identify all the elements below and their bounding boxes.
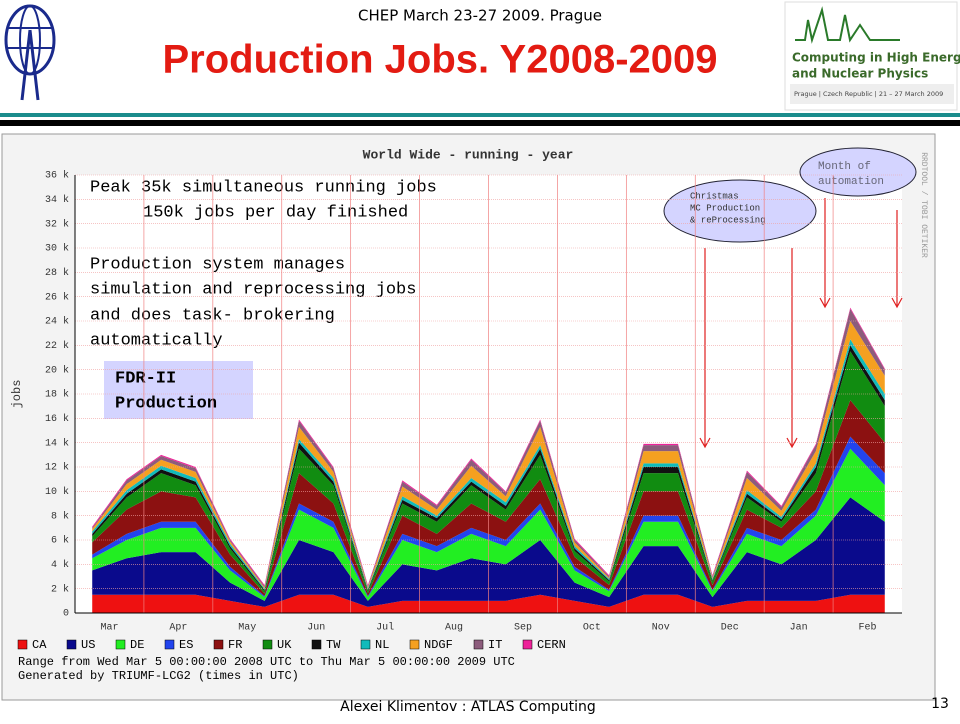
y-tick-label: 10 k	[45, 486, 69, 498]
legend-label: CA	[32, 638, 47, 652]
legend-swatch	[17, 639, 28, 650]
legend-label: CERN	[537, 638, 566, 652]
page-number: 13	[931, 696, 949, 712]
annotation: Christmas	[690, 191, 739, 201]
y-tick-label: 8 k	[51, 510, 69, 522]
header-rule	[0, 120, 960, 126]
y-tick-label: 14 k	[45, 437, 69, 449]
legend-swatch	[262, 639, 273, 650]
annotation: automation	[818, 176, 884, 188]
x-tick-label: Jun	[307, 623, 325, 634]
annotation: automatically	[90, 331, 223, 350]
legend-label: IT	[488, 638, 502, 652]
generated-text: Generated by TRIUMF-LCG2 (times in UTC)	[18, 669, 299, 683]
legend-label: NL	[375, 638, 389, 652]
x-tick-label: Dec	[721, 623, 739, 634]
y-tick-label: 26 k	[45, 291, 69, 303]
conference: CHEP March 23-27 2009. Prague	[358, 7, 602, 25]
range-text: Range from Wed Mar 5 00:00:00 2008 UTC t…	[18, 655, 515, 669]
chep-logo	[784, 1, 958, 111]
legend-swatch	[473, 639, 484, 650]
legend-swatch	[164, 639, 175, 650]
y-tick-label: 2 k	[51, 583, 69, 595]
y-tick-label: 12 k	[45, 462, 69, 474]
slide-title: Production Jobs. Y2008-2009	[162, 38, 717, 82]
y-tick-label: 4 k	[51, 559, 69, 571]
y-tick-label: 28 k	[45, 267, 69, 279]
annotation: FDR-II	[115, 369, 176, 388]
legend-label: UK	[277, 638, 292, 652]
logo-subtext: Prague | Czech Republic | 21 – 27 March …	[794, 90, 943, 98]
legend-swatch	[213, 639, 224, 650]
annotation: & reProcessing	[690, 215, 766, 225]
y-axis-label: jobs	[10, 380, 24, 409]
legend-label: NDGF	[424, 638, 453, 652]
x-tick-label: Aug	[445, 623, 463, 634]
y-tick-label: 22 k	[45, 340, 69, 352]
legend-label: FR	[228, 638, 242, 652]
y-tick-label: 18 k	[45, 389, 69, 401]
atlas-logo	[4, 4, 56, 101]
x-tick-label: Nov	[652, 623, 670, 634]
y-tick-label: 20 k	[45, 364, 69, 376]
area	[92, 497, 885, 607]
annotation: Peak 35k simultaneous running jobs	[90, 178, 437, 197]
legend-swatch	[66, 639, 77, 650]
x-tick-label: Feb	[859, 622, 877, 634]
x-tick-label: May	[238, 623, 256, 634]
legend-label: TW	[326, 638, 341, 652]
logo-text: Computing in High Energy	[792, 51, 960, 65]
footer: Alexei Klimentov : ATLAS Computing	[340, 699, 596, 715]
logo-text: and Nuclear Physics	[792, 67, 928, 81]
x-tick-label: Oct	[583, 623, 601, 634]
annotation: MC Production	[690, 203, 760, 213]
arrows	[699, 198, 903, 449]
chart-title: World Wide - running - year	[363, 147, 574, 162]
y-tick-label: 32 k	[45, 218, 69, 230]
annotation: and does task- brokering	[90, 306, 335, 325]
automation-bubble	[799, 147, 917, 197]
x-tick-label: Jan	[790, 623, 808, 634]
fdr-box	[104, 361, 253, 419]
y-tick-label: 30 k	[45, 243, 69, 255]
annotation: 150k jobs per day finished	[143, 203, 408, 222]
x-tick-label: Mar	[100, 623, 118, 634]
x-tick-label: Apr	[169, 623, 187, 634]
christmas-bubble	[663, 179, 817, 243]
y-tick-label: 16 k	[45, 413, 69, 425]
legend-swatch	[409, 639, 420, 650]
annotation: Month of	[818, 161, 871, 173]
legend-swatch	[360, 639, 371, 650]
y-tick-label: 6 k	[51, 535, 69, 547]
legend-swatch	[522, 639, 533, 650]
annotation: Production system manages	[90, 255, 345, 274]
legend-label: DE	[130, 638, 144, 652]
side-text: RRDTOOL / TOBI OETIKER	[919, 152, 928, 258]
legend-label: US	[81, 638, 95, 652]
y-tick-label: 24 k	[45, 316, 69, 328]
y-tick-label: 34 k	[45, 194, 69, 206]
x-tick-label: Jul	[376, 622, 394, 634]
annotation: simulation and reprocessing jobs	[90, 280, 416, 299]
header-rule	[0, 113, 960, 117]
legend-swatch	[311, 639, 322, 650]
legend-label: ES	[179, 638, 193, 652]
y-tick-label: 0	[63, 609, 69, 620]
y-tick-label: 36 k	[45, 170, 69, 182]
annotation: Production	[115, 394, 217, 413]
x-tick-label: Sep	[514, 623, 532, 634]
legend-swatch	[115, 639, 126, 650]
